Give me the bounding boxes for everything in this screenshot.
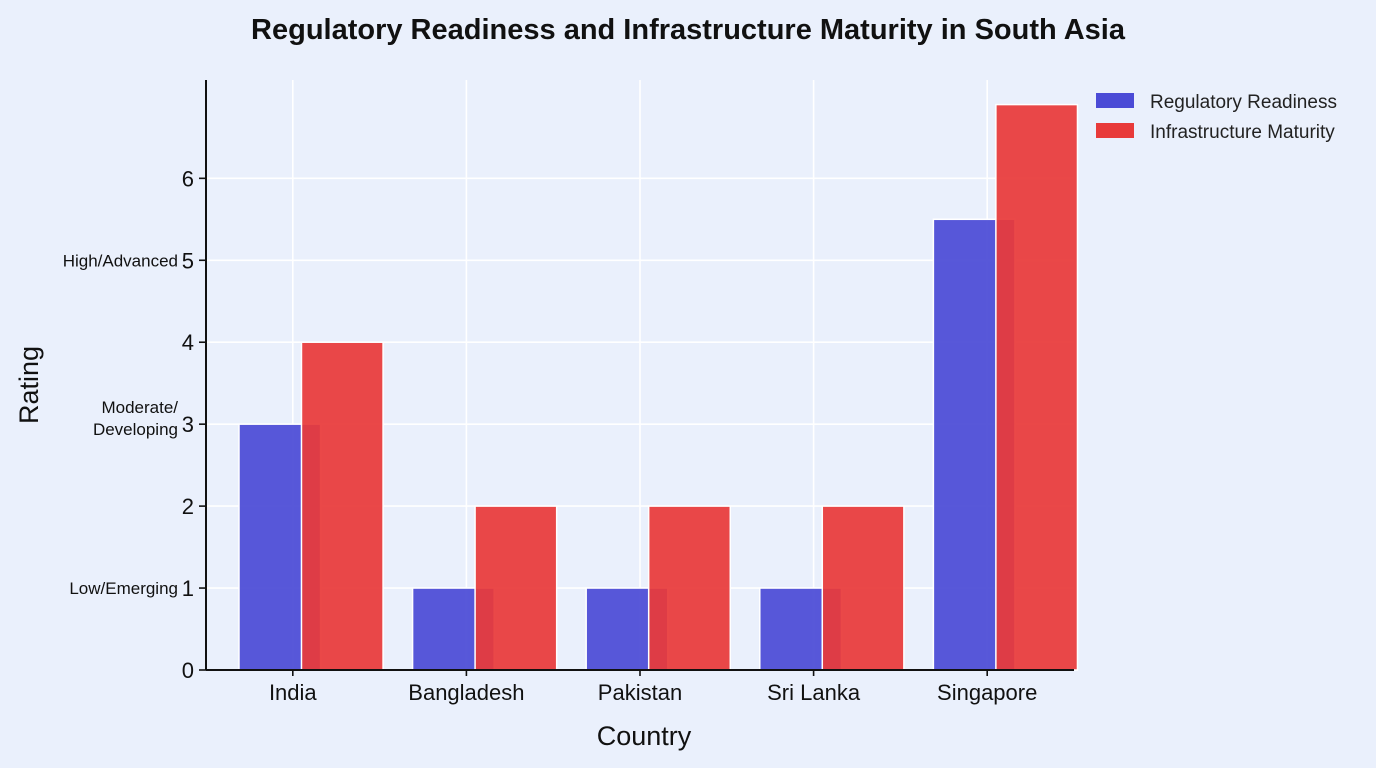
bars [238,103,1079,671]
y-tick-label: 6 [182,166,194,191]
y-tick-label: 4 [182,330,194,355]
bar-infrastructure-maturity-pakistan [647,505,732,671]
axes [199,80,1074,676]
level-label: Low/Emerging [69,579,178,598]
legend-swatch-0 [1096,93,1134,108]
chart-title: Regulatory Readiness and Infrastructure … [251,14,1125,46]
bar-infrastructure-maturity-sri-lanka [821,505,905,671]
y-tick-label: 1 [182,576,194,601]
x-tick-label: India [269,680,317,705]
y-tick-label: 5 [182,248,194,273]
x-tick-label: Bangladesh [408,680,524,705]
y-tick-label: 2 [182,494,194,519]
x-axis-title: Country [597,721,692,751]
x-tick-label: Pakistan [598,680,682,705]
x-tick-label: Singapore [937,680,1037,705]
legend-swatch-1 [1096,123,1134,138]
bar-infrastructure-maturity-bangladesh [474,505,558,671]
legend-label: Infrastructure Maturity [1150,122,1335,143]
x-tick-label: Sri Lanka [767,680,861,705]
level-label: High/Advanced [63,251,178,270]
y-axis-title: Rating [14,346,44,424]
axis-labels: 0 1 2 3 4 5 6 Low/Emerging Moderate/Developing Hi… [14,166,1037,751]
bar-infrastructure-maturity-singapore [995,103,1079,671]
level-label: Developing [93,420,178,439]
bar-infrastructure-maturity-india [300,341,384,671]
legend: Regulatory Readiness Infrastructure Matur… [1096,92,1337,143]
y-tick-label: 0 [182,658,194,683]
y-tick-label: 3 [182,412,194,437]
level-label: Moderate/ [101,398,178,417]
legend-label: Regulatory Readiness [1150,92,1337,113]
